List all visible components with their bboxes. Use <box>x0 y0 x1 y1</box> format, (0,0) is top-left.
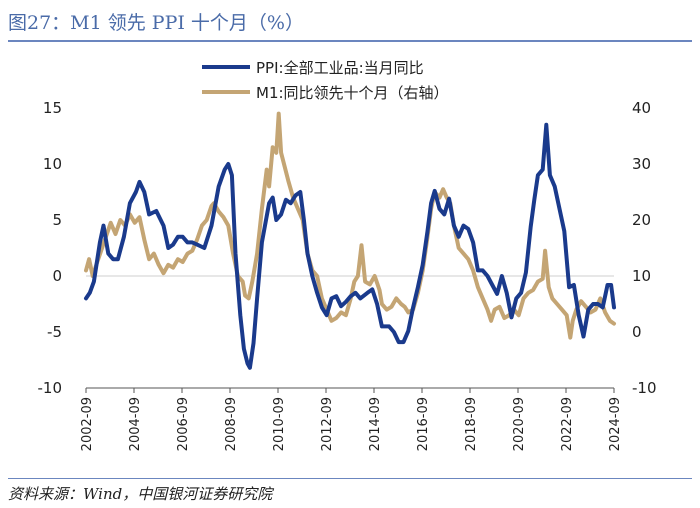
right-tick-label: 0 <box>632 323 642 341</box>
x-tick-label: 2020-09 <box>512 397 527 451</box>
x-tick-label: 2008-09 <box>224 397 239 451</box>
m1-series-line <box>84 111 616 340</box>
x-tick-label: 2004-09 <box>128 397 143 451</box>
right-tick-label: 20 <box>632 211 651 229</box>
x-tick-label: 2010-09 <box>272 397 287 451</box>
left-axis-ticks: -10 -5 0 5 10 15 <box>38 99 63 397</box>
x-tick-label: 2022-09 <box>560 397 575 451</box>
x-tick-label: 2012-09 <box>320 397 335 451</box>
x-tick-label: 2002-09 <box>80 397 95 451</box>
footer-rule <box>8 478 692 479</box>
x-tick-label: 2014-09 <box>368 397 383 451</box>
x-axis-ticks: 2002-09 2004-09 2006-09 2008-09 2010-09 2012-… <box>80 388 623 451</box>
left-tick-label: 10 <box>43 155 62 173</box>
left-tick-label: -10 <box>38 379 63 397</box>
legend: PPI:全部工业品:当月同比 M1:同比领先十个月（右轴） <box>202 59 449 102</box>
x-tick-label: 2024-09 <box>608 397 623 451</box>
source-note: 资料来源：Wind，中国银河证券研究院 <box>8 485 273 503</box>
x-tick-label: 2016-09 <box>416 397 431 451</box>
left-tick-label: 15 <box>43 99 62 117</box>
series-lines <box>84 111 616 370</box>
right-tick-label: 40 <box>632 99 651 117</box>
x-tick-label: 2018-09 <box>464 397 479 451</box>
right-tick-label: 30 <box>632 155 651 173</box>
legend-label-ppi: PPI:全部工业品:当月同比 <box>256 59 424 77</box>
legend-label-m1: M1:同比领先十个月（右轴） <box>256 84 449 102</box>
right-tick-label: -10 <box>632 379 657 397</box>
left-tick-label: 0 <box>52 267 62 285</box>
left-tick-label: 5 <box>52 211 62 229</box>
title-rule <box>8 40 692 42</box>
x-tick-label: 2006-09 <box>176 397 191 451</box>
ppi-series-line <box>84 122 616 370</box>
figure-title: 图27：M1 领先 PPI 十个月（%） <box>8 12 304 34</box>
right-axis-ticks: -10 0 10 20 30 40 <box>632 99 657 397</box>
left-tick-label: -5 <box>47 323 62 341</box>
right-tick-label: 10 <box>632 267 651 285</box>
